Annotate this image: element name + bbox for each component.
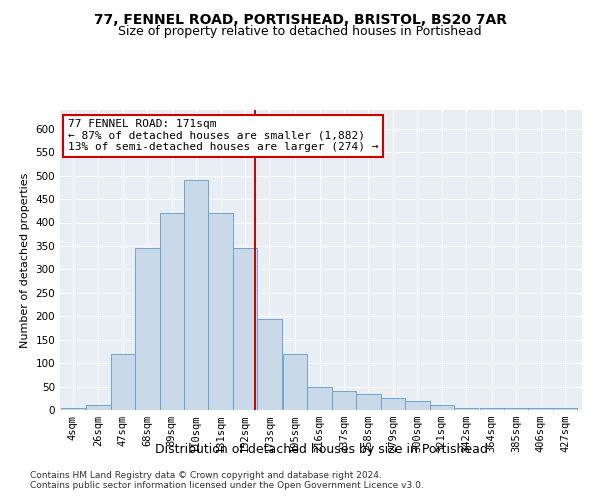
Bar — [529, 408, 553, 410]
Text: Contains public sector information licensed under the Open Government Licence v3: Contains public sector information licen… — [30, 480, 424, 490]
Bar — [283, 354, 307, 410]
Bar — [380, 398, 405, 410]
Text: Distribution of detached houses by size in Portishead: Distribution of detached houses by size … — [155, 442, 487, 456]
Bar — [454, 408, 478, 410]
Y-axis label: Number of detached properties: Number of detached properties — [20, 172, 30, 348]
Bar — [61, 408, 85, 410]
Bar — [356, 394, 380, 410]
Bar — [553, 408, 577, 410]
Bar — [160, 213, 184, 410]
Text: Size of property relative to detached houses in Portishead: Size of property relative to detached ho… — [118, 25, 482, 38]
Bar — [135, 248, 160, 410]
Bar — [86, 406, 110, 410]
Bar — [405, 400, 430, 410]
Bar — [504, 408, 529, 410]
Text: Contains HM Land Registry data © Crown copyright and database right 2024.: Contains HM Land Registry data © Crown c… — [30, 470, 382, 480]
Text: 77 FENNEL ROAD: 171sqm
← 87% of detached houses are smaller (1,882)
13% of semi-: 77 FENNEL ROAD: 171sqm ← 87% of detached… — [68, 119, 379, 152]
Bar — [208, 213, 233, 410]
Bar — [307, 386, 332, 410]
Bar — [257, 318, 282, 410]
Bar — [184, 180, 208, 410]
Bar — [430, 406, 454, 410]
Bar — [233, 248, 257, 410]
Bar — [110, 354, 135, 410]
Text: 77, FENNEL ROAD, PORTISHEAD, BRISTOL, BS20 7AR: 77, FENNEL ROAD, PORTISHEAD, BRISTOL, BS… — [94, 12, 506, 26]
Bar — [332, 391, 356, 410]
Bar — [479, 408, 504, 410]
